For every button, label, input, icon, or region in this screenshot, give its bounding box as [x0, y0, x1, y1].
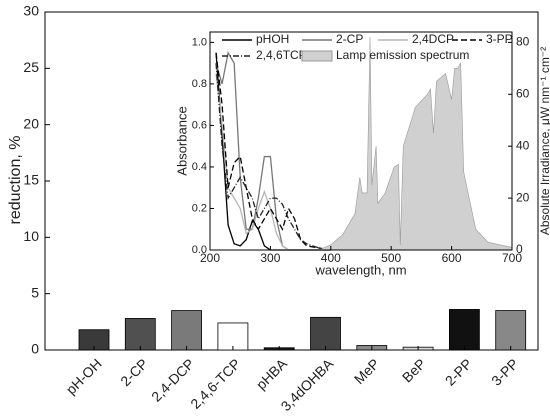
y-tick-label: 0: [31, 341, 39, 357]
y-tick-label: 10: [23, 228, 39, 244]
x-tick-label: 400: [321, 251, 341, 265]
bar: [171, 310, 203, 351]
line: [215, 52, 331, 251]
x-tick-label: 700: [502, 251, 522, 265]
y-axis-label: reduction, %: [7, 136, 24, 225]
y-tick-label: 25: [23, 59, 39, 75]
x-tick-label: 600: [442, 251, 462, 265]
y-tick-label: 0.6: [192, 119, 207, 131]
bar: [310, 316, 341, 351]
legend-label: pHOH: [256, 32, 289, 46]
legend-label: 2,4,6TCP: [256, 48, 307, 62]
y-tick-label: 15: [23, 172, 39, 188]
x-tick-label: 300: [260, 251, 280, 265]
legend-swatch: [301, 50, 333, 62]
line: [215, 63, 331, 251]
area: [318, 37, 513, 251]
inset-frame: [209, 31, 513, 251]
legend-label: 2-CP: [336, 32, 363, 46]
x-tick-label: 200: [200, 251, 220, 265]
legend-label: Lamp emission spectrum: [336, 48, 469, 62]
bar: [495, 310, 527, 351]
x-tick-label: MeP: [351, 355, 383, 387]
y-tick-label: 0.2: [192, 202, 207, 214]
y2-tick-label: 20: [516, 190, 530, 204]
y-tick-label: 0.4: [192, 161, 207, 173]
bar: [124, 318, 156, 351]
y2-tick-label: 60: [516, 86, 530, 100]
inset-y2-label: Absolute Irradiance, μW nm⁻¹ cm⁻²: [538, 47, 550, 235]
y-tick-label: 0.0: [192, 244, 207, 256]
x-tick-label: BeP: [399, 355, 429, 385]
inset-x-label: wavelength, nm: [314, 262, 406, 277]
y-tick-label: 1.0: [192, 36, 207, 48]
bar: [217, 322, 249, 351]
x-tick-label: pHBA: [253, 355, 291, 393]
y-tick-label: 0.8: [192, 78, 207, 90]
inset-y-label: Absorbance: [174, 106, 189, 175]
x-tick-label: 2,4,6-TCP: [187, 355, 243, 411]
legend-label: 2,4DCP: [412, 32, 454, 46]
x-tick-label: pH-OH: [63, 355, 105, 397]
x-tick-label: 2-CP: [117, 355, 151, 389]
x-tick-label: 3-PP: [488, 355, 521, 388]
y2-tick-label: 40: [516, 138, 530, 152]
legend-label: 3-PP: [486, 32, 513, 46]
x-tick-label: 2-PP: [442, 355, 475, 388]
y2-tick-label: 0: [516, 242, 523, 256]
bar: [448, 309, 480, 351]
x-tick-label: 500: [381, 251, 401, 265]
y-tick-label: 5: [31, 284, 39, 300]
y-tick-label: 30: [23, 3, 39, 19]
y-tick-label: 20: [23, 115, 39, 131]
y2-tick-label: 80: [516, 35, 530, 49]
